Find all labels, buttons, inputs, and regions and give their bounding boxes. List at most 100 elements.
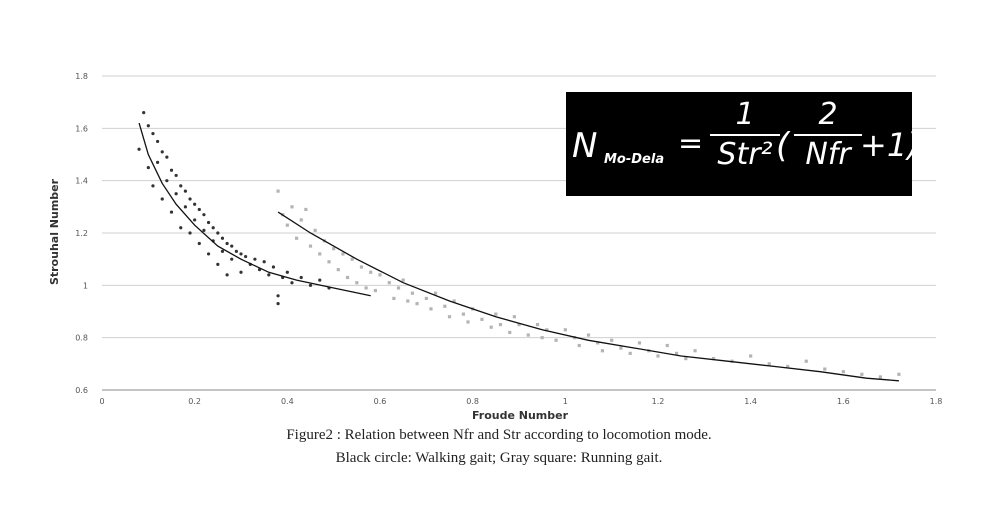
fraction-two: 2 Nfr [794, 98, 862, 172]
running-point [586, 333, 591, 337]
fraction-one-numerator: 1 [735, 97, 755, 132]
walking-point [151, 184, 155, 188]
y-tick-label: 1 [83, 281, 88, 290]
walking-point [267, 273, 271, 277]
running-point [429, 307, 433, 311]
x-axis-title: Froude Number [472, 409, 569, 420]
fraction-one: 1 Str² [710, 98, 780, 172]
running-point [767, 362, 771, 366]
x-tick-labels: 0 0.2 0.4 0.6 0.8 1 1.2 1.4 1.6 1.8 [99, 397, 942, 406]
running-point [596, 341, 600, 345]
running-point [406, 299, 410, 303]
running-point [452, 299, 456, 303]
equation-tail: +1) [860, 126, 920, 164]
y-tick-label: 0.6 [75, 386, 88, 395]
walking-point [290, 281, 294, 285]
walking-point [220, 249, 225, 253]
running-point [628, 351, 632, 355]
x-tick-label: 0.8 [466, 397, 479, 406]
running-point [308, 244, 313, 248]
running-point [563, 328, 567, 332]
walking-point [160, 150, 164, 154]
x-tick-label: 1 [563, 397, 568, 406]
walking-point [151, 131, 155, 136]
walking-point [271, 265, 276, 269]
fraction-two-denominator: Nfr [805, 137, 851, 172]
running-point [656, 354, 660, 358]
y-axis-title: Strouhal Number [48, 178, 61, 285]
walking-point [285, 270, 289, 274]
walking-point [174, 173, 178, 178]
x-tick-label: 0.4 [281, 397, 294, 406]
walking-point [146, 124, 150, 128]
walking-point [197, 207, 201, 212]
running-point [378, 273, 382, 277]
walking-point [179, 226, 183, 230]
walking-point [318, 278, 322, 282]
running-point [684, 357, 688, 361]
x-tick-label: 1.8 [930, 397, 943, 406]
running-point [401, 278, 405, 282]
x-tick-label: 0.2 [188, 397, 201, 406]
walking-point [262, 260, 266, 264]
running-point [396, 286, 401, 290]
walking-point [220, 236, 225, 240]
walking-point [160, 197, 164, 201]
fit-lines [138, 122, 899, 382]
running-point [526, 333, 530, 337]
walking-point [234, 249, 238, 253]
running-point [577, 343, 581, 348]
walking-point [225, 273, 229, 277]
walking-point [165, 155, 169, 159]
walking-point [197, 241, 201, 246]
walking-point [308, 283, 313, 287]
running-point [823, 367, 827, 371]
running-point [674, 351, 679, 355]
running-point [786, 364, 790, 369]
running-point [619, 346, 623, 350]
fraction-one-denominator: Str² [717, 137, 773, 172]
running-point [554, 338, 558, 342]
running-point [434, 291, 438, 295]
scatter-chart: 0 0.2 0.4 0.6 0.8 1 1.2 1.4 1.6 1.8 0.6 0.8 1 1.2 1.4… [48, 72, 942, 420]
running-point [415, 302, 419, 306]
running-point [461, 312, 465, 316]
running-point [290, 205, 294, 209]
running-point [637, 341, 642, 345]
running-point [749, 354, 753, 358]
running-point [508, 330, 512, 335]
running-point [480, 317, 484, 321]
fit-line-walking [138, 122, 371, 297]
running-point [387, 281, 391, 285]
walking-point [202, 228, 206, 232]
x-tick-label: 1.6 [837, 397, 850, 406]
walking-point [202, 213, 206, 217]
running-point [443, 304, 447, 308]
walking-point [211, 226, 215, 230]
equation-lhs: N [572, 126, 598, 166]
y-tick-label: 1.6 [75, 124, 88, 133]
running-point [345, 275, 350, 280]
running-point [860, 372, 864, 376]
walking-point [239, 252, 243, 256]
walking-point [193, 218, 197, 222]
running-point [693, 349, 697, 353]
running-point [489, 325, 493, 329]
walking-point [206, 220, 211, 225]
running-point [332, 247, 336, 251]
walking-point [206, 252, 211, 256]
walking-point [230, 244, 234, 248]
walking-point [146, 165, 150, 170]
walking-point [174, 192, 178, 196]
equation-equals: = [678, 126, 704, 161]
running-point [318, 252, 322, 256]
walking-point [216, 262, 220, 266]
walking-point [169, 168, 174, 172]
running-point [665, 343, 669, 348]
running-point [610, 338, 614, 342]
running-point [355, 281, 359, 285]
x-tick-label: 1.2 [652, 397, 665, 406]
running-point [373, 288, 377, 293]
walking-point [183, 189, 187, 193]
walking-point [276, 302, 280, 306]
